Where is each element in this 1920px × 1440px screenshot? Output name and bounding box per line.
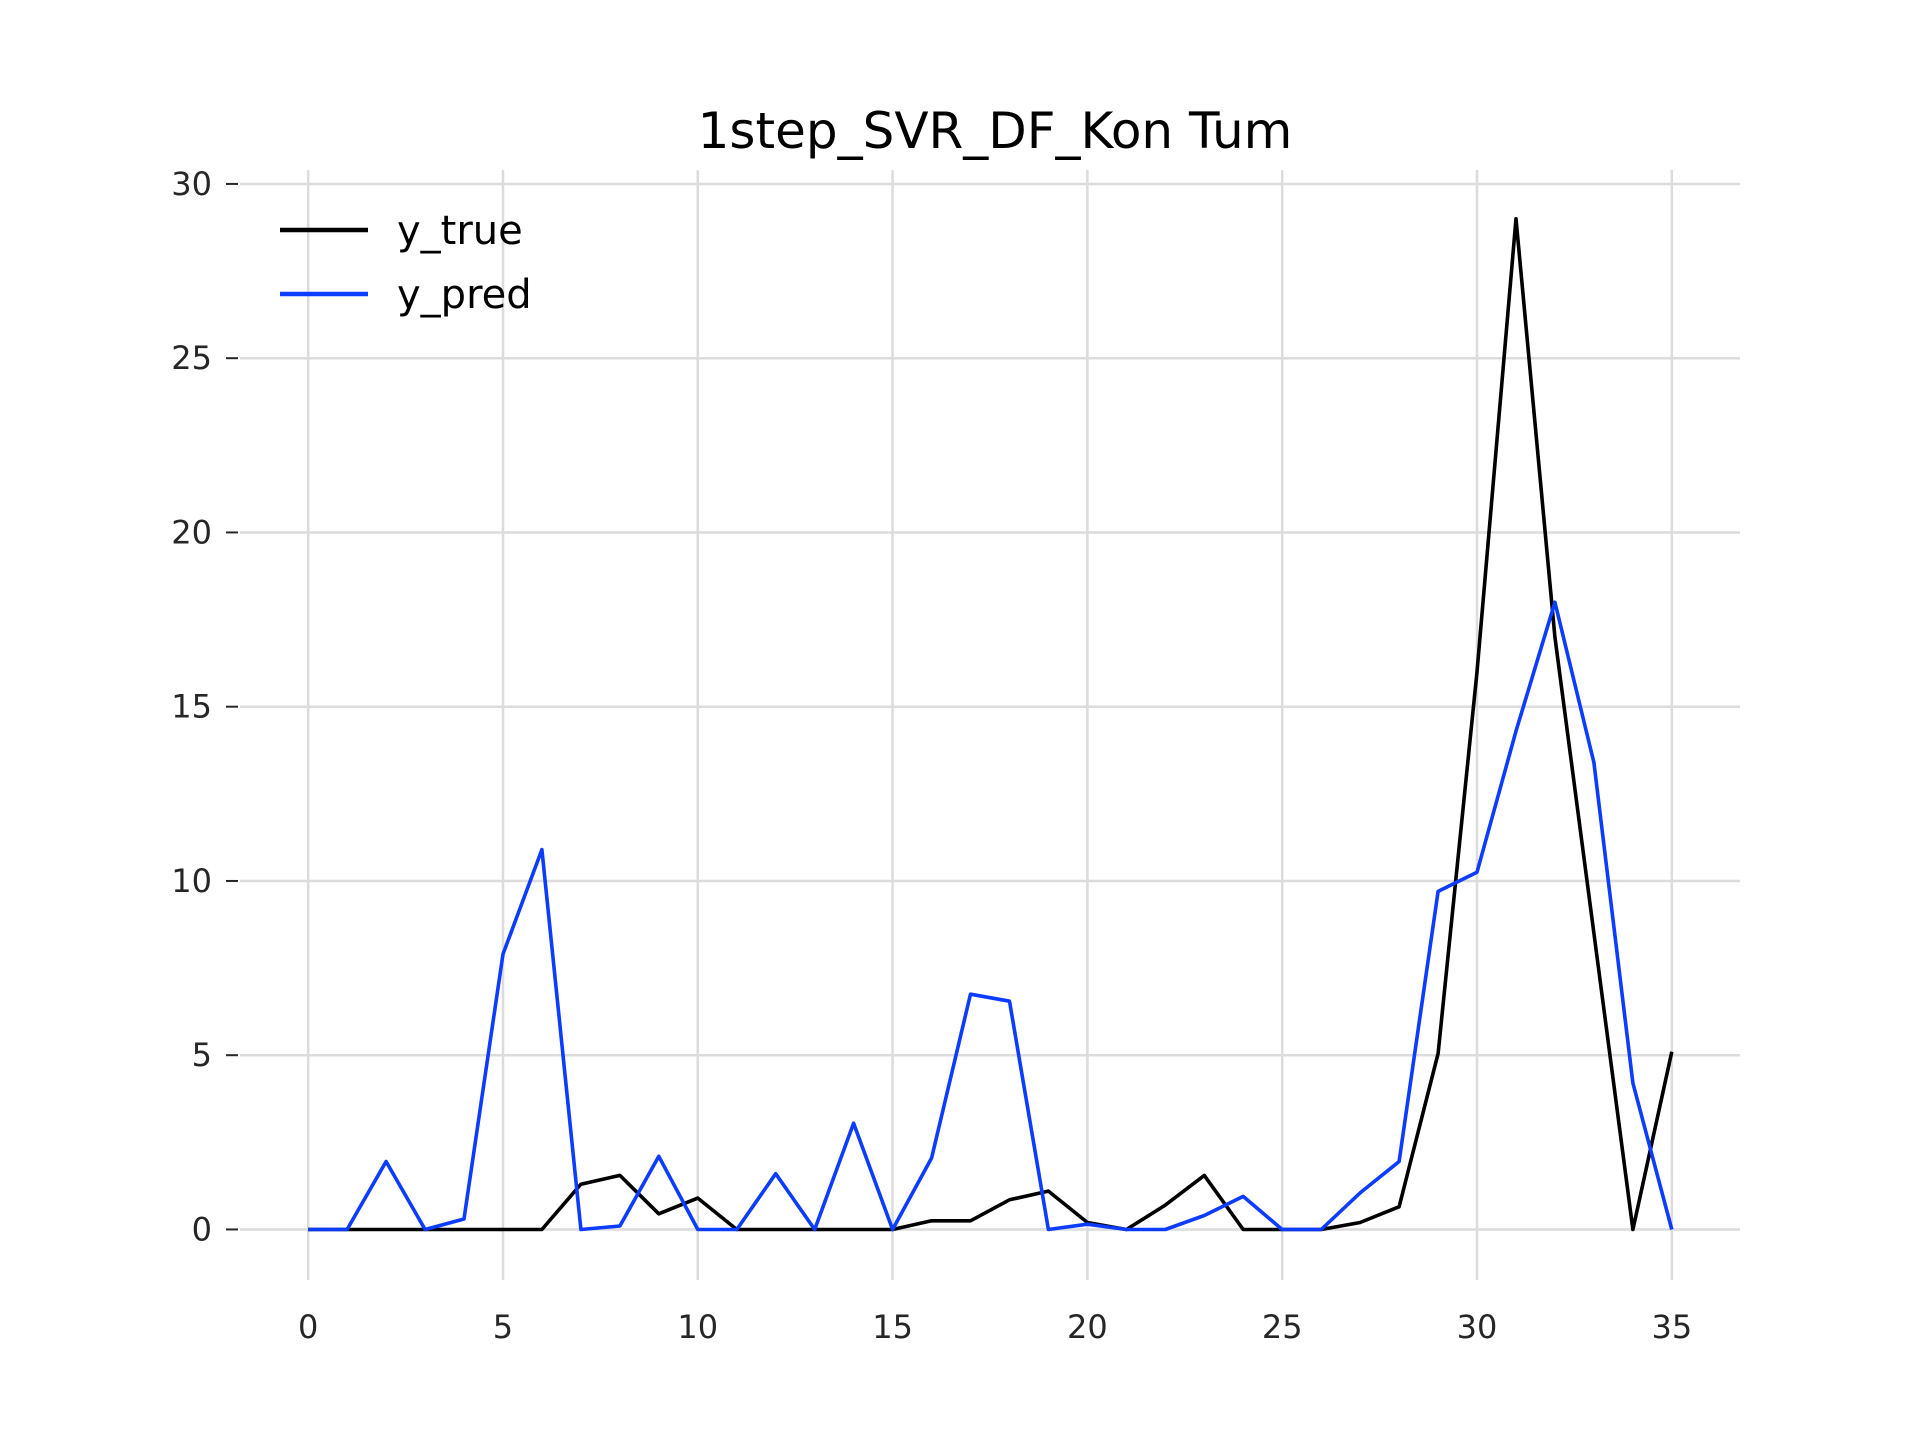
x-tick-label: 35	[1651, 1308, 1692, 1346]
x-tick-label: 10	[677, 1308, 718, 1346]
x-tick-label: 0	[298, 1308, 318, 1346]
legend: y_true y_pred	[280, 208, 532, 318]
y-tick-label: 30	[171, 165, 212, 203]
chart-title: 1step_SVR_DF_Kon Tum	[698, 102, 1293, 160]
y-tick-label: 10	[171, 862, 212, 900]
series-line-y-true	[308, 217, 1674, 1232]
legend-label-y-true: y_true	[397, 208, 523, 254]
y-tick-label: 15	[171, 688, 212, 726]
legend-label-y-pred: y_pred	[397, 272, 532, 318]
y-axis: 0 5 10 15 20 25 30	[171, 165, 238, 1248]
x-tick-label: 20	[1067, 1308, 1108, 1346]
y-tick-label: 5	[192, 1036, 212, 1074]
x-tick-label: 5	[493, 1308, 513, 1346]
series-line-y-pred	[308, 600, 1674, 1232]
x-tick-label: 30	[1457, 1308, 1498, 1346]
grid	[240, 170, 1740, 1280]
y-tick-label: 20	[171, 513, 212, 551]
x-axis: 0 5 10 15 20 25 30 35	[298, 1308, 1692, 1346]
y-tick-label: 25	[171, 339, 212, 377]
y-tick-label: 0	[192, 1210, 212, 1248]
x-tick-label: 25	[1262, 1308, 1303, 1346]
series-group	[308, 217, 1674, 1232]
x-tick-label: 15	[872, 1308, 913, 1346]
